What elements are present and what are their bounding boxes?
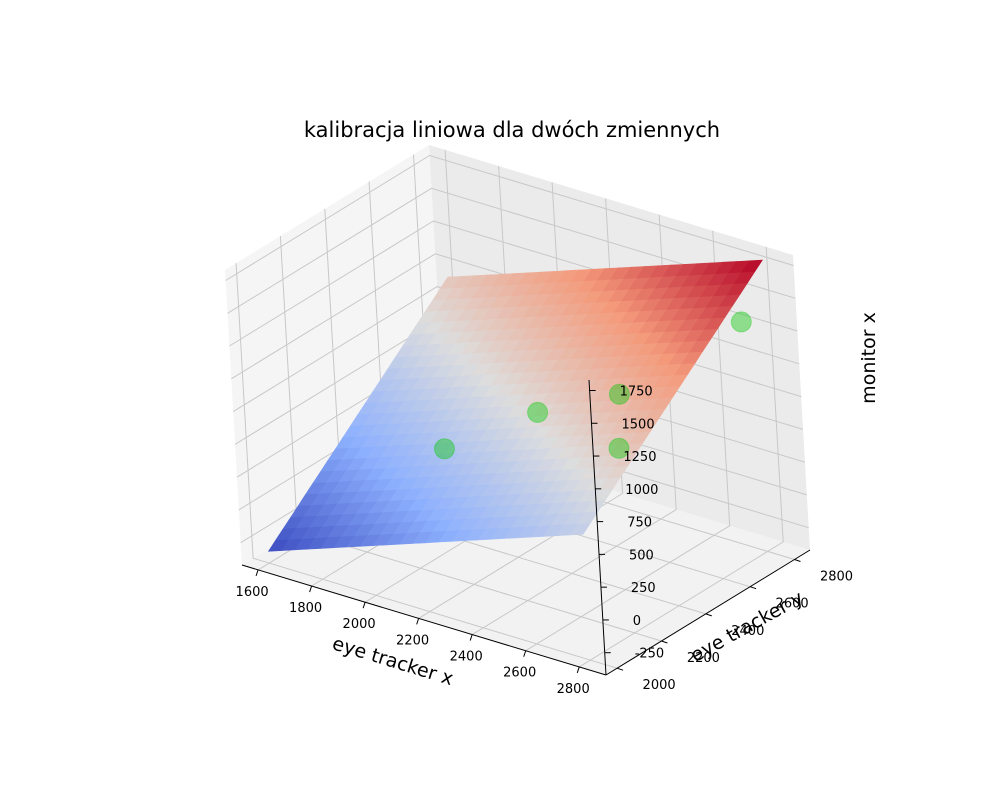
z-tick-label: 1000 [625,483,658,498]
x-tick-label: 1800 [289,601,322,616]
x-tick-label: 2800 [557,682,590,697]
data-point [527,401,549,423]
chart-title: kalibracja liniowa dla dwóch zmiennych [304,118,720,142]
data-point [608,437,630,459]
y-grid-line [235,263,618,669]
z-tick-label: 750 [627,516,652,531]
y-tick-label: 2600 [776,597,809,612]
z-axis-label: monitor x [858,312,880,404]
y-tick [661,640,668,644]
z-tick-label: 1250 [623,450,656,465]
axes: 1600 1800 2000 2200 2400 2600 2800 2000 2200 2400… [236,379,853,697]
x-tick [309,585,313,593]
y-tick-label: 2400 [731,624,764,639]
data-point [730,311,752,333]
z-tick-label: -250 [635,647,665,662]
y-tick [794,559,801,562]
z-grid-line [225,154,794,281]
x-axis-label: eye tracker x [330,632,456,690]
x-tick [255,569,259,577]
x-tick-label: 2600 [503,666,536,681]
x-tick [469,634,473,641]
regression-surface [267,259,763,552]
z-tick-label: 1750 [620,385,653,400]
y-tick-label: 2800 [820,570,853,585]
z-grid-line [227,187,796,314]
y-axis-line [605,549,811,676]
x-axis-line [241,564,607,676]
y-tick-label: 2200 [687,651,720,666]
x-tick-label: 2200 [396,633,429,648]
z-tick-label: 1500 [622,417,655,432]
x-tick-label: 1600 [236,585,269,600]
surface-cell [741,259,763,273]
y-tick-label: 2000 [643,678,676,693]
x-grid-line [525,230,731,652]
z-tick-label: 250 [631,581,656,596]
x-tick-label: 2000 [343,617,376,632]
data-point [608,383,630,405]
z-tick-label: 0 [633,614,641,629]
data-points [434,311,752,460]
x-tick [362,602,366,609]
z-tick-label: 500 [629,548,654,563]
x-tick [523,650,527,657]
x-tick [416,618,420,625]
z-axis-line [588,379,607,676]
x-tick-label: 2400 [450,650,483,665]
data-point [434,438,455,460]
x-grid-line [578,246,784,668]
y-tick [749,586,757,590]
y-tick [705,613,712,617]
y-tick [616,667,624,671]
x-tick [576,666,580,674]
